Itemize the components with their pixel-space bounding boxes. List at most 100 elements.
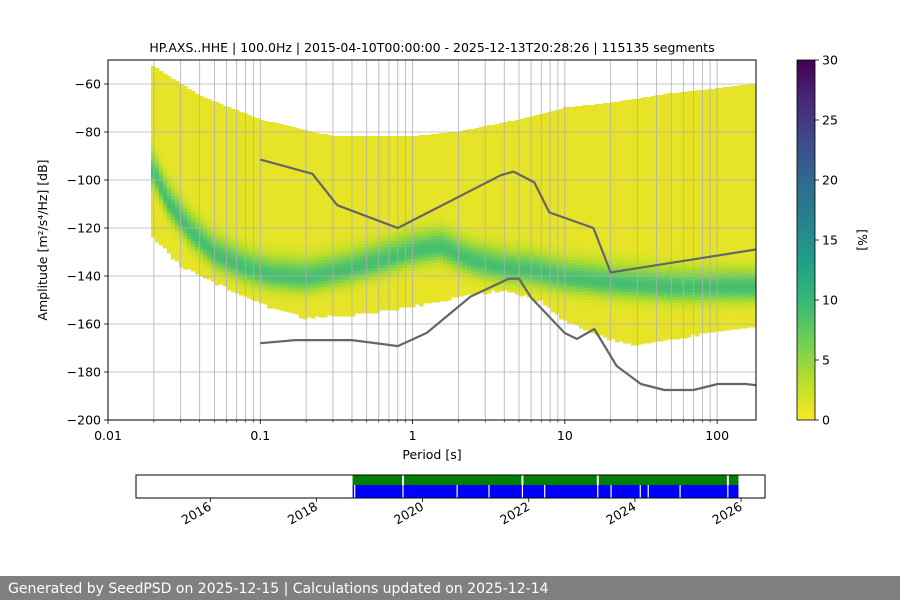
density-cell	[319, 305, 324, 309]
density-cell	[419, 258, 424, 262]
density-cell	[271, 233, 276, 237]
density-cell	[207, 135, 212, 139]
density-cell	[359, 175, 364, 179]
density-cell	[327, 252, 332, 256]
density-cell	[383, 280, 388, 284]
density-cell	[231, 202, 236, 206]
density-cell	[459, 239, 464, 243]
density-cell	[391, 250, 396, 254]
density-cell	[303, 304, 308, 308]
density-cell	[439, 241, 444, 245]
density-cell	[391, 217, 396, 221]
density-cell	[475, 152, 480, 156]
density-cell	[183, 173, 188, 177]
density-cell	[207, 141, 212, 145]
density-cell	[187, 209, 192, 213]
density-cell	[235, 239, 240, 243]
density-cell	[275, 174, 280, 178]
density-cell	[447, 231, 452, 235]
density-cell	[183, 230, 188, 234]
density-cell	[399, 304, 404, 308]
density-cell	[335, 307, 340, 311]
density-cell	[419, 297, 424, 301]
density-cell	[359, 199, 364, 203]
density-cell	[347, 289, 352, 293]
density-cell	[311, 312, 316, 316]
density-cell	[407, 292, 412, 296]
density-cell	[323, 200, 328, 204]
density-cell	[159, 155, 164, 159]
density-cell	[235, 278, 240, 282]
density-cell	[311, 156, 316, 160]
density-cell	[275, 138, 280, 142]
density-cell	[247, 211, 252, 215]
density-cell	[427, 228, 432, 232]
density-cell	[383, 166, 388, 170]
density-cell	[219, 257, 224, 261]
density-cell	[487, 161, 492, 165]
density-cell	[487, 125, 492, 129]
density-cell	[307, 299, 312, 303]
density-cell	[427, 216, 432, 220]
density-cell	[235, 137, 240, 141]
density-cell	[171, 88, 176, 92]
density-cell	[263, 223, 268, 227]
density-cell	[183, 206, 188, 210]
density-cell	[291, 157, 296, 161]
density-cell	[307, 200, 312, 204]
density-cell	[431, 212, 436, 216]
density-cell	[327, 231, 332, 235]
density-cell	[455, 180, 460, 184]
density-cell	[475, 143, 480, 147]
density-cell	[207, 153, 212, 157]
density-cell	[219, 128, 224, 132]
density-cell	[219, 260, 224, 264]
density-cell	[303, 154, 308, 158]
density-cell	[299, 267, 304, 271]
density-cell	[371, 256, 376, 260]
density-cell	[303, 280, 308, 284]
density-cell	[283, 170, 288, 174]
density-cell	[355, 205, 360, 209]
density-cell	[415, 190, 420, 194]
density-cell	[475, 254, 480, 258]
density-cell	[215, 204, 220, 208]
density-cell	[207, 192, 212, 196]
density-cell	[343, 181, 348, 185]
density-cell	[343, 220, 348, 224]
density-cell	[291, 262, 296, 266]
density-cell	[411, 265, 416, 269]
density-cell	[299, 192, 304, 196]
density-cell	[259, 150, 264, 154]
density-cell	[423, 156, 428, 160]
density-cell	[247, 151, 252, 155]
density-cell	[419, 171, 424, 175]
density-cell	[235, 260, 240, 264]
density-cell	[219, 188, 224, 192]
density-cell	[439, 211, 444, 215]
density-cell	[447, 204, 452, 208]
density-cell	[371, 235, 376, 239]
density-cell	[439, 298, 444, 302]
density-cell	[439, 280, 444, 284]
density-cell	[447, 282, 452, 286]
density-cell	[439, 256, 444, 260]
density-cell	[247, 193, 252, 197]
density-cell	[391, 256, 396, 260]
density-cell	[475, 224, 480, 228]
density-cell	[399, 142, 404, 146]
density-cell	[407, 136, 412, 140]
density-cell	[163, 113, 168, 117]
density-cell	[295, 242, 300, 246]
density-cell	[287, 288, 292, 292]
density-cell	[463, 136, 468, 140]
density-cell	[383, 193, 388, 197]
density-cell	[195, 100, 200, 104]
density-cell	[279, 193, 284, 197]
density-cell	[227, 278, 232, 282]
density-cell	[155, 110, 160, 114]
density-cell	[227, 284, 232, 288]
density-cell	[435, 173, 440, 177]
density-cell	[415, 268, 420, 272]
density-cell	[151, 159, 156, 163]
